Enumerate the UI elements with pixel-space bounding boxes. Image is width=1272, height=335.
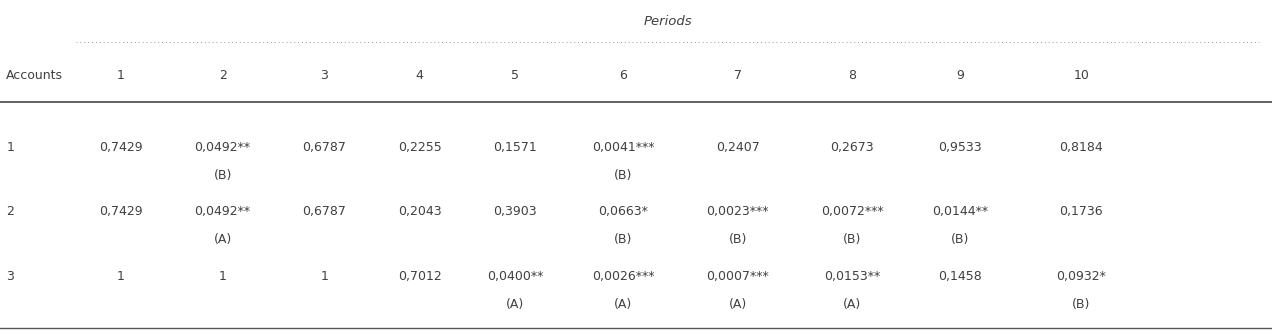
Text: 1: 1 — [321, 270, 328, 283]
Text: 0,6787: 0,6787 — [303, 141, 346, 154]
Text: 1: 1 — [117, 270, 125, 283]
Text: 0,7429: 0,7429 — [99, 141, 142, 154]
Text: (B): (B) — [614, 233, 632, 246]
Text: 1: 1 — [6, 141, 14, 154]
Text: 8: 8 — [848, 69, 856, 82]
Text: 0,0144**: 0,0144** — [932, 205, 988, 217]
Text: 2: 2 — [219, 69, 226, 82]
Text: 10: 10 — [1074, 69, 1089, 82]
Text: 0,0153**: 0,0153** — [824, 270, 880, 283]
Text: 0,0026***: 0,0026*** — [591, 270, 655, 283]
Text: (A): (A) — [843, 298, 861, 311]
Text: 0,7012: 0,7012 — [398, 270, 441, 283]
Text: (B): (B) — [843, 233, 861, 246]
Text: (A): (A) — [506, 298, 524, 311]
Text: 0,1736: 0,1736 — [1060, 205, 1103, 217]
Text: (B): (B) — [614, 170, 632, 182]
Text: 1: 1 — [117, 69, 125, 82]
Text: 3: 3 — [6, 270, 14, 283]
Text: 9: 9 — [957, 69, 964, 82]
Text: (B): (B) — [214, 170, 232, 182]
Text: 0,2407: 0,2407 — [716, 141, 759, 154]
Text: 7: 7 — [734, 69, 742, 82]
Text: (B): (B) — [951, 233, 969, 246]
Text: 0,0663*: 0,0663* — [598, 205, 649, 217]
Text: 0,1458: 0,1458 — [939, 270, 982, 283]
Text: (B): (B) — [1072, 298, 1090, 311]
Text: 0,0492**: 0,0492** — [195, 141, 251, 154]
Text: 0,6787: 0,6787 — [303, 205, 346, 217]
Text: 0,0023***: 0,0023*** — [706, 205, 770, 217]
Text: (A): (A) — [729, 298, 747, 311]
Text: 0,0007***: 0,0007*** — [706, 270, 770, 283]
Text: 6: 6 — [619, 69, 627, 82]
Text: 0,2255: 0,2255 — [398, 141, 441, 154]
Text: 0,0072***: 0,0072*** — [820, 205, 884, 217]
Text: 0,0400**: 0,0400** — [487, 270, 543, 283]
Text: 5: 5 — [511, 69, 519, 82]
Text: 0,2673: 0,2673 — [831, 141, 874, 154]
Text: 0,0041***: 0,0041*** — [591, 141, 655, 154]
Text: 0,0932*: 0,0932* — [1056, 270, 1107, 283]
Text: 1: 1 — [219, 270, 226, 283]
Text: 0,0492**: 0,0492** — [195, 205, 251, 217]
Text: Accounts: Accounts — [6, 69, 64, 82]
Text: 2: 2 — [6, 205, 14, 217]
Text: Periods: Periods — [644, 15, 692, 28]
Text: (A): (A) — [614, 298, 632, 311]
Text: 0,3903: 0,3903 — [494, 205, 537, 217]
Text: 0,2043: 0,2043 — [398, 205, 441, 217]
Text: 0,8184: 0,8184 — [1060, 141, 1103, 154]
Text: (A): (A) — [214, 233, 232, 246]
Text: 4: 4 — [416, 69, 424, 82]
Text: 3: 3 — [321, 69, 328, 82]
Text: 0,1571: 0,1571 — [494, 141, 537, 154]
Text: 0,9533: 0,9533 — [939, 141, 982, 154]
Text: 0,7429: 0,7429 — [99, 205, 142, 217]
Text: (B): (B) — [729, 233, 747, 246]
